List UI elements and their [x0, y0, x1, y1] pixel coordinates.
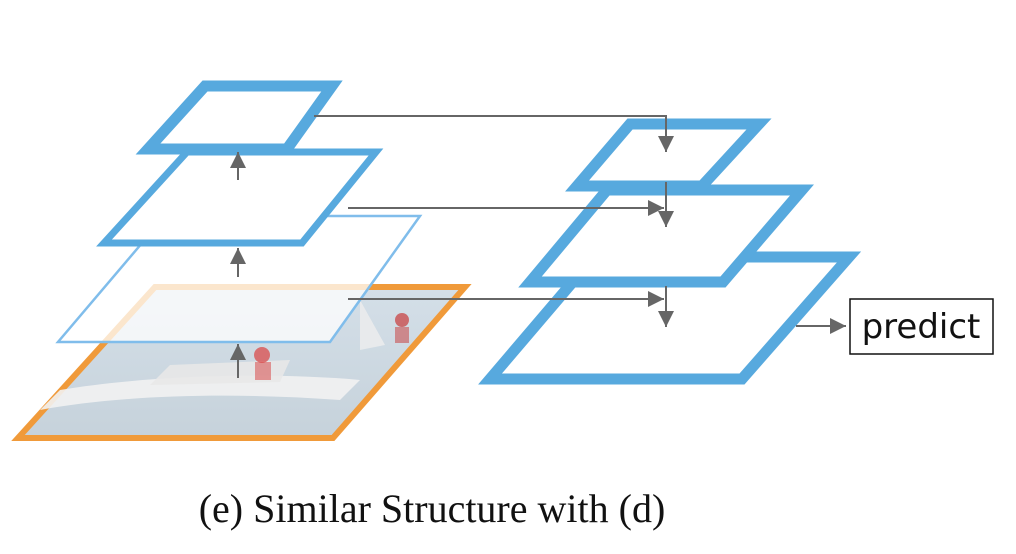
right-pyramid	[478, 118, 862, 385]
lateral-arrow-top	[314, 115, 674, 152]
left-layer-2	[96, 148, 384, 247]
left-layer-3	[55, 214, 423, 344]
caption: (e) Similar Structure with (d)	[199, 486, 666, 531]
right-layer-1	[565, 118, 772, 192]
left-pyramid	[55, 80, 423, 378]
lateral-connections	[314, 115, 846, 334]
predict-label: predict	[862, 307, 981, 347]
right-layer-2	[518, 184, 814, 288]
boat-photo-icon	[40, 300, 409, 410]
left-layer-1	[135, 80, 343, 155]
predict-box: predict	[849, 298, 994, 355]
